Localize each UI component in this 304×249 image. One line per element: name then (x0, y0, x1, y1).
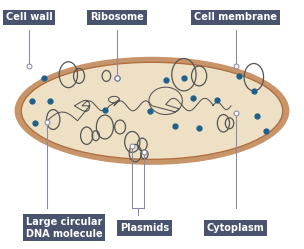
Text: Cell membrane: Cell membrane (194, 12, 277, 22)
Text: Large circular
DNA molecule: Large circular DNA molecule (26, 217, 102, 239)
Text: Ribosome: Ribosome (90, 12, 144, 22)
Text: Cell wall: Cell wall (5, 12, 52, 22)
Text: Plasmids: Plasmids (120, 223, 169, 233)
Ellipse shape (21, 62, 283, 159)
Text: Cytoplasm: Cytoplasm (207, 223, 264, 233)
Ellipse shape (15, 57, 289, 165)
